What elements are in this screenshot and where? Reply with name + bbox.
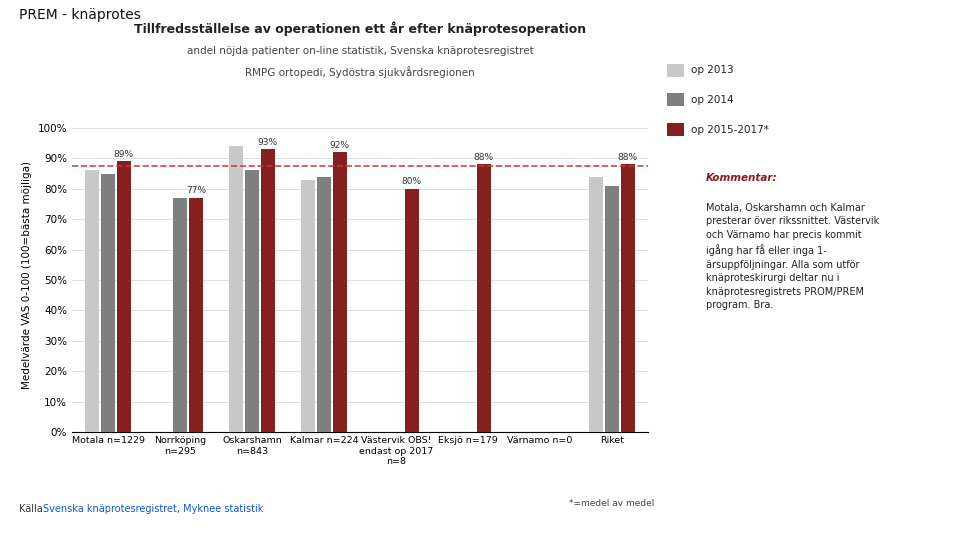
Bar bbox=[301, 180, 315, 432]
Text: RMPG ortopedi, Sydöstra sjukvårdsregionen: RMPG ortopedi, Sydöstra sjukvårdsregione… bbox=[245, 66, 475, 78]
Text: andel nöjda patienter on-line statistik, Svenska knäprotesregistret: andel nöjda patienter on-line statistik,… bbox=[186, 46, 534, 56]
Bar bbox=[605, 186, 619, 432]
Text: op 2015-2017*: op 2015-2017* bbox=[691, 125, 769, 134]
Text: 89%: 89% bbox=[114, 150, 133, 159]
Bar bbox=[317, 177, 331, 432]
Bar bbox=[621, 164, 635, 432]
Text: Källa:: Källa: bbox=[19, 504, 49, 514]
Bar bbox=[85, 171, 99, 432]
Text: Motala, Oskarshamn och Kalmar
presterar över rikssnittet. Västervik
och Värnamo : Motala, Oskarshamn och Kalmar presterar … bbox=[706, 202, 878, 310]
Text: *=medel av medel: *=medel av medel bbox=[569, 499, 655, 508]
Bar bbox=[173, 198, 187, 432]
Text: Svenska knäprotesregistret, Myknee statistik: Svenska knäprotesregistret, Myknee stati… bbox=[43, 504, 264, 514]
Text: Kommentar:: Kommentar: bbox=[706, 173, 778, 183]
Text: 77%: 77% bbox=[186, 186, 205, 195]
Y-axis label: Medelvärde VAS 0-100 (100=bästa möjliga): Medelvärde VAS 0-100 (100=bästa möjliga) bbox=[22, 161, 32, 389]
Bar bbox=[117, 161, 131, 432]
Bar bbox=[101, 173, 115, 432]
Bar bbox=[229, 146, 243, 432]
Bar bbox=[189, 198, 203, 432]
Bar bbox=[477, 164, 491, 432]
Bar bbox=[589, 177, 603, 432]
Text: 93%: 93% bbox=[258, 138, 277, 147]
Text: op 2013: op 2013 bbox=[691, 65, 733, 75]
Bar bbox=[405, 189, 419, 432]
Text: 88%: 88% bbox=[618, 153, 637, 162]
Text: 80%: 80% bbox=[402, 177, 421, 186]
Bar bbox=[261, 149, 275, 432]
Text: PREM - knäprotes: PREM - knäprotes bbox=[19, 8, 141, 22]
Text: op 2014: op 2014 bbox=[691, 95, 733, 105]
Text: 88%: 88% bbox=[474, 153, 493, 162]
Bar bbox=[245, 171, 259, 432]
Text: Tillfredsställelse av operationen ett år efter knäprotesoperation: Tillfredsställelse av operationen ett år… bbox=[134, 22, 586, 36]
Bar bbox=[333, 152, 347, 432]
Text: 92%: 92% bbox=[330, 141, 349, 150]
